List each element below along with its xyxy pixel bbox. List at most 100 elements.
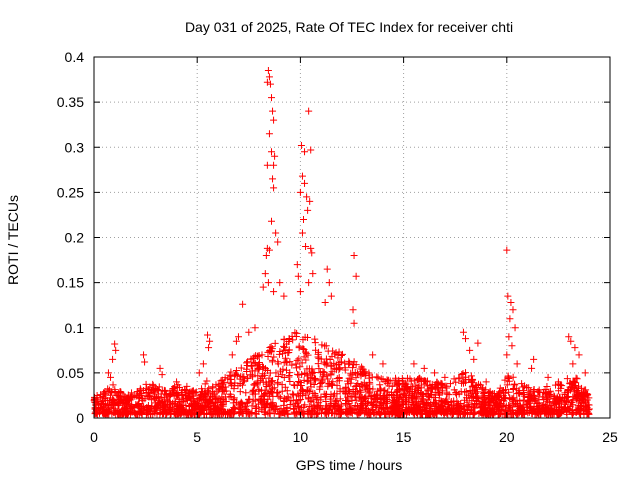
data-point: [174, 402, 182, 410]
data-point: [350, 252, 358, 260]
data-point: [415, 382, 423, 390]
data-point: [362, 393, 370, 401]
data-point: [540, 395, 548, 403]
data-point: [514, 407, 522, 415]
data-point: [271, 339, 279, 347]
data-point: [445, 391, 453, 399]
data-point: [133, 391, 141, 399]
data-point: [299, 345, 307, 353]
data-point: [307, 146, 315, 154]
data-point: [293, 356, 301, 364]
data-point: [348, 397, 356, 405]
data-point: [300, 346, 308, 354]
data-point: [469, 394, 477, 402]
data-point: [206, 402, 214, 410]
x-tick-label: 25: [602, 429, 618, 445]
data-point: [374, 387, 382, 395]
data-point: [260, 403, 268, 411]
data-point: [220, 378, 228, 386]
data-point: [523, 401, 531, 409]
data-point: [261, 396, 269, 404]
data-point: [471, 388, 479, 396]
data-point: [400, 390, 408, 398]
data-point: [506, 315, 514, 323]
data-point: [347, 392, 355, 400]
data-point: [410, 410, 418, 418]
data-point: [396, 391, 404, 399]
data-point: [518, 380, 526, 388]
data-point: [328, 368, 336, 376]
data-point: [546, 391, 554, 399]
data-point: [280, 359, 288, 367]
y-tick-label: 0.3: [65, 139, 85, 155]
data-point: [249, 354, 257, 362]
x-tick-label: 20: [499, 429, 515, 445]
data-point: [420, 364, 428, 372]
data-point: [527, 387, 535, 395]
data-point: [350, 319, 358, 327]
data-point: [219, 402, 227, 410]
data-point: [349, 371, 357, 379]
data-point: [423, 408, 431, 416]
data-point: [157, 394, 165, 402]
data-point: [503, 381, 511, 389]
data-point: [293, 381, 301, 389]
data-point: [230, 382, 238, 390]
data-point: [563, 375, 571, 383]
data-point: [441, 373, 449, 381]
data-point: [281, 354, 289, 362]
data-point: [303, 193, 311, 201]
y-tick-label: 0.4: [65, 49, 85, 65]
data-point: [521, 410, 529, 418]
data-point: [575, 405, 583, 413]
data-point: [211, 390, 219, 398]
data-point: [328, 381, 336, 389]
data-point: [479, 409, 487, 417]
data-point: [449, 410, 457, 418]
data-point: [367, 392, 375, 400]
data-point: [462, 408, 470, 416]
data-point: [571, 381, 579, 389]
data-point: [280, 398, 288, 406]
data-point: [372, 403, 380, 411]
data-point: [427, 403, 435, 411]
data-point: [297, 141, 305, 149]
data-point: [477, 403, 485, 411]
data-point: [457, 404, 465, 412]
data-point: [280, 292, 288, 300]
data-point: [270, 184, 278, 192]
data-point: [265, 246, 273, 254]
data-point: [571, 344, 579, 352]
y-tick-label: 0.1: [65, 320, 85, 336]
data-point: [446, 380, 454, 388]
data-point: [321, 298, 329, 306]
data-point: [267, 378, 275, 386]
data-point: [302, 391, 310, 399]
data-point: [389, 398, 397, 406]
data-point: [378, 403, 386, 411]
data-point: [206, 337, 214, 345]
data-point: [149, 410, 157, 418]
data-point: [264, 279, 272, 287]
data-point: [303, 377, 311, 385]
data-point: [452, 378, 460, 386]
data-point: [326, 356, 334, 364]
data-point: [301, 179, 309, 187]
data-point: [105, 401, 113, 409]
data-point: [183, 382, 191, 390]
data-point: [526, 396, 534, 404]
data-point: [299, 410, 307, 418]
y-axis-label: ROTI / TECUs: [5, 195, 21, 285]
data-point: [132, 410, 140, 418]
data-point: [101, 388, 109, 396]
data-point: [417, 390, 425, 398]
data-point: [290, 391, 298, 399]
data-point: [202, 390, 210, 398]
data-point: [258, 374, 266, 382]
data-point: [460, 396, 468, 404]
data-point: [293, 261, 301, 269]
data-point: [317, 396, 325, 404]
data-point: [296, 363, 304, 371]
data-point: [376, 381, 384, 389]
data-point: [575, 384, 583, 392]
